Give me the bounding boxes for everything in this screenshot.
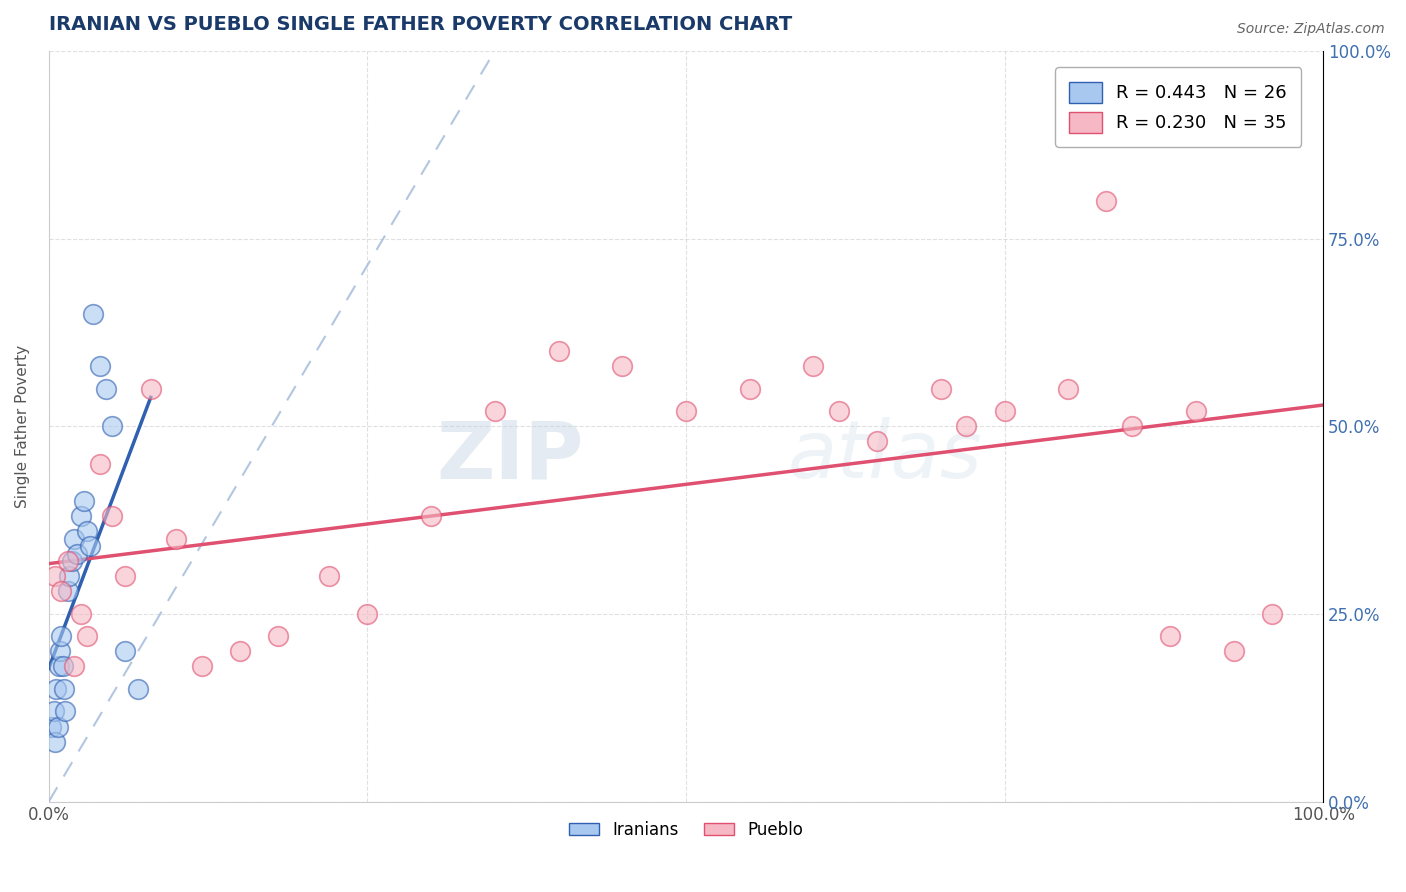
Point [114, 569, 136, 583]
Point [42, 705, 65, 719]
Point [866, 434, 889, 449]
Point [1121, 419, 1143, 434]
Point [60, 554, 83, 568]
Text: Source: ZipAtlas.com: Source: ZipAtlas.com [1237, 22, 1385, 37]
Point [420, 509, 443, 524]
Point [955, 419, 977, 434]
Point [484, 404, 506, 418]
Point [49, 644, 72, 658]
Point [63, 659, 86, 673]
Point [803, 359, 825, 373]
Point [53, 705, 76, 719]
Point [165, 532, 187, 546]
Point [1057, 382, 1080, 396]
Point [675, 404, 697, 418]
Point [51, 584, 73, 599]
Point [69, 607, 91, 621]
Y-axis label: Single Father Poverty: Single Father Poverty [15, 344, 30, 508]
Point [63, 532, 86, 546]
Point [101, 509, 124, 524]
Point [79, 539, 101, 553]
Point [1095, 194, 1118, 208]
Point [267, 629, 290, 643]
Point [547, 344, 569, 359]
Legend: Iranians, Pueblo: Iranians, Pueblo [562, 814, 810, 846]
Point [56, 584, 79, 599]
Point [46, 719, 69, 733]
Point [318, 569, 340, 583]
Point [190, 659, 212, 673]
Text: atlas: atlas [787, 417, 983, 495]
Point [76, 524, 98, 539]
Point [1184, 404, 1206, 418]
Point [82, 307, 104, 321]
Point [73, 494, 96, 508]
Point [53, 681, 76, 696]
Point [44, 734, 66, 748]
Point [52, 659, 75, 673]
Point [356, 607, 378, 621]
Point [114, 644, 136, 658]
Point [1261, 607, 1284, 621]
Point [127, 681, 149, 696]
Point [89, 457, 111, 471]
Point [48, 659, 70, 673]
Point [738, 382, 761, 396]
Point [58, 569, 80, 583]
Point [51, 629, 73, 643]
Point [39, 719, 62, 733]
Point [44, 569, 66, 583]
Point [101, 419, 124, 434]
Point [828, 404, 851, 418]
Point [993, 404, 1015, 418]
Point [929, 382, 952, 396]
Point [76, 629, 98, 643]
Point [139, 382, 162, 396]
Point [89, 359, 111, 373]
Point [1223, 644, 1246, 658]
Text: ZIP: ZIP [437, 417, 583, 495]
Point [612, 359, 634, 373]
Point [56, 554, 79, 568]
Text: IRANIAN VS PUEBLO SINGLE FATHER POVERTY CORRELATION CHART: IRANIAN VS PUEBLO SINGLE FATHER POVERTY … [49, 15, 792, 34]
Point [66, 547, 89, 561]
Point [69, 509, 91, 524]
Point [229, 644, 252, 658]
Point [1159, 629, 1181, 643]
Point [45, 681, 67, 696]
Point [94, 382, 117, 396]
